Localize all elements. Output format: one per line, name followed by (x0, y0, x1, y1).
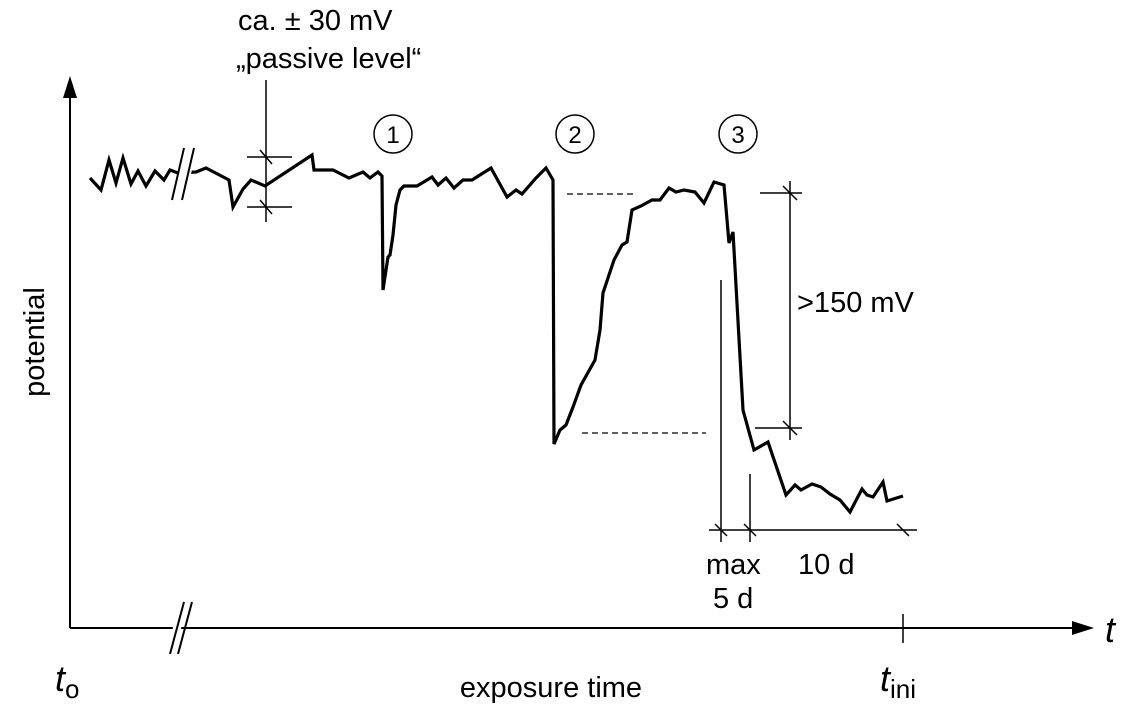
ten-days-label: 10 d (798, 549, 854, 581)
x-axis-break-marker (166, 600, 193, 656)
svg-text:1: 1 (386, 122, 399, 149)
marker-3: 3 (718, 114, 758, 154)
series-line-potential (88, 152, 904, 515)
x-axis-symbol: t (1105, 609, 1117, 650)
x-origin-label: to (55, 658, 79, 704)
passive-level-label: „passive level“ (236, 43, 421, 75)
marker-2: 2 (555, 114, 595, 154)
x-end-label: tini (880, 658, 916, 704)
y-axis-arrowhead (63, 76, 77, 98)
time-dimension-lines (709, 280, 917, 542)
x-origin-main: t (55, 658, 67, 699)
passive-level-range-label: ca. ± 30 mV (238, 5, 393, 37)
drop-150mv-label: >150 mV (797, 287, 915, 319)
max-days-label: 5 d (713, 583, 753, 615)
max-label: max (706, 549, 761, 581)
svg-text:2: 2 (568, 122, 581, 149)
svg-text:3: 3 (731, 122, 744, 149)
x-origin-sub: o (65, 674, 79, 704)
passive-level-marker (247, 80, 292, 222)
x-end-main: t (880, 658, 892, 699)
y-axis-label: potential (19, 287, 51, 397)
drop-150mv-dimension (755, 181, 802, 440)
x-axis-arrowhead (1072, 621, 1094, 635)
x-axis-label: exposure time (460, 672, 642, 704)
marker-1: 1 (373, 114, 413, 154)
x-end-sub: ini (890, 674, 916, 704)
curve-break-marker (171, 147, 197, 201)
